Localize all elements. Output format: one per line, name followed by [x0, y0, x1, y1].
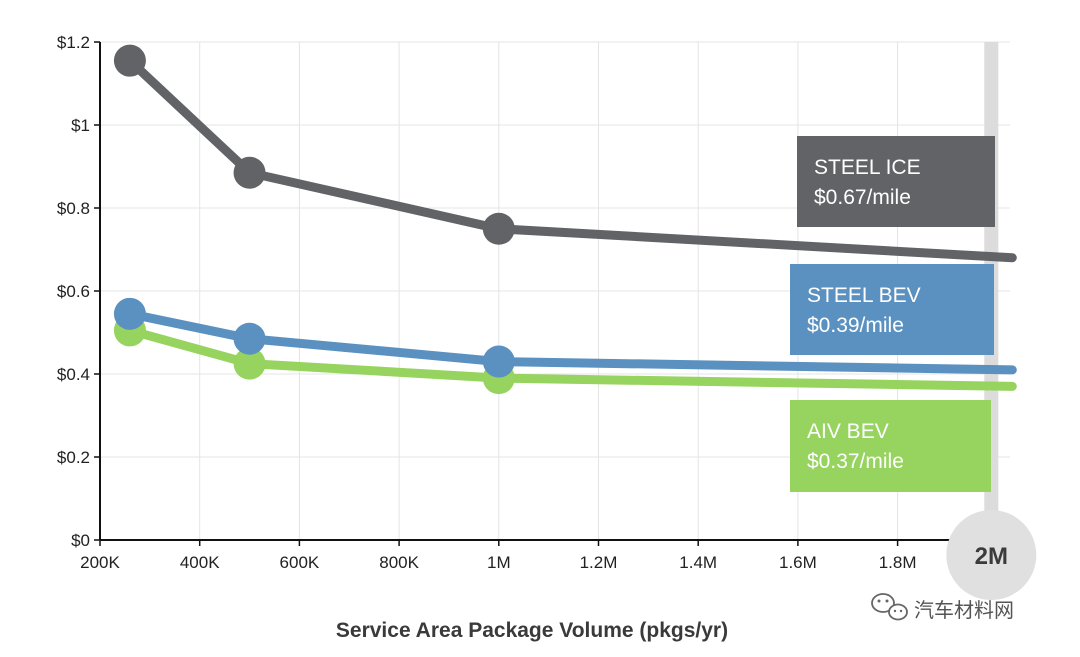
callout-cost-value: $0.39/mile: [807, 314, 904, 337]
x-tick-label: 1.6M: [779, 553, 817, 572]
x-tick-label: 600K: [280, 553, 320, 572]
highlight-marker-circle: [946, 510, 1037, 600]
data-point-steel-bev: [233, 322, 266, 355]
series-line-steel-ice: [125, 56, 1017, 263]
data-point-aiv-bev: [233, 347, 266, 380]
y-tick-label: $0.2: [57, 448, 90, 467]
highlight-marker-label: 2M: [975, 543, 1008, 570]
y-tick-label: $0.6: [57, 282, 90, 301]
x-tick-label: 1.8M: [879, 553, 917, 572]
callout-steel-ice: STEEL ICE $0.67/mile: [797, 136, 995, 227]
series-line-aiv-bev: [125, 325, 1017, 391]
x-tick-label: 400K: [180, 553, 220, 572]
series-steel-ice: [113, 44, 1017, 263]
y-tick-label: $1.2: [57, 33, 90, 52]
x-tick-label: 1.4M: [679, 553, 717, 572]
callout-box: [790, 264, 994, 355]
y-tick-label: $0.4: [57, 365, 90, 384]
watermark-text: 汽车材料网: [914, 598, 1014, 622]
callout-steel-bev: STEEL BEV $0.39/mile: [790, 264, 994, 355]
grid: [100, 41, 1010, 540]
data-point-steel-ice: [482, 212, 515, 245]
callout-series-name: STEEL ICE: [814, 156, 921, 179]
data-point-steel-bev: [482, 345, 515, 378]
y-tick-label: $0: [71, 531, 90, 550]
data-point-steel-ice: [113, 44, 146, 77]
x-axis-tick-labels: 200K 400K 600K 800K 1M 1.2M 1.4M 1.6M 1.8M: [80, 540, 916, 572]
x-axis-title: Service Area Package Volume (pkgs/yr): [336, 619, 728, 642]
callout-series-name: STEEL BEV: [807, 284, 921, 307]
callout-box: [797, 136, 995, 227]
highlight-marker-layer: 2M: [946, 510, 1037, 600]
callout-cost-value: $0.37/mile: [807, 450, 904, 473]
data-point-steel-ice: [233, 156, 266, 189]
y-tick-label: $1: [71, 116, 90, 135]
series-steel-bev: [113, 297, 1017, 378]
series-callouts: STEEL ICE $0.67/mile STEEL BEV $0.39/mile AI…: [790, 136, 995, 492]
callout-box: [790, 400, 991, 492]
series-lines: [113, 44, 1017, 395]
callout-series-name: AIV BEV: [807, 420, 889, 443]
x-tick-label: 1.2M: [580, 553, 618, 572]
series-line-steel-bev: [125, 309, 1017, 375]
x-tick-label: 800K: [379, 553, 419, 572]
callout-aiv-bev: AIV BEV $0.37/mile: [790, 400, 991, 492]
watermark: 汽车材料网: [871, 593, 1014, 622]
data-point-steel-bev: [113, 297, 146, 330]
x-tick-label: 1M: [487, 553, 511, 572]
y-tick-label: $0.8: [57, 199, 90, 218]
callout-cost-value: $0.67/mile: [814, 186, 911, 209]
y-axis-tick-labels: $0 $0.2 $0.4 $0.6 $0.8 $1 $1.2: [57, 33, 100, 550]
x-tick-label: 200K: [80, 553, 120, 572]
wechat-icon: [871, 593, 908, 621]
